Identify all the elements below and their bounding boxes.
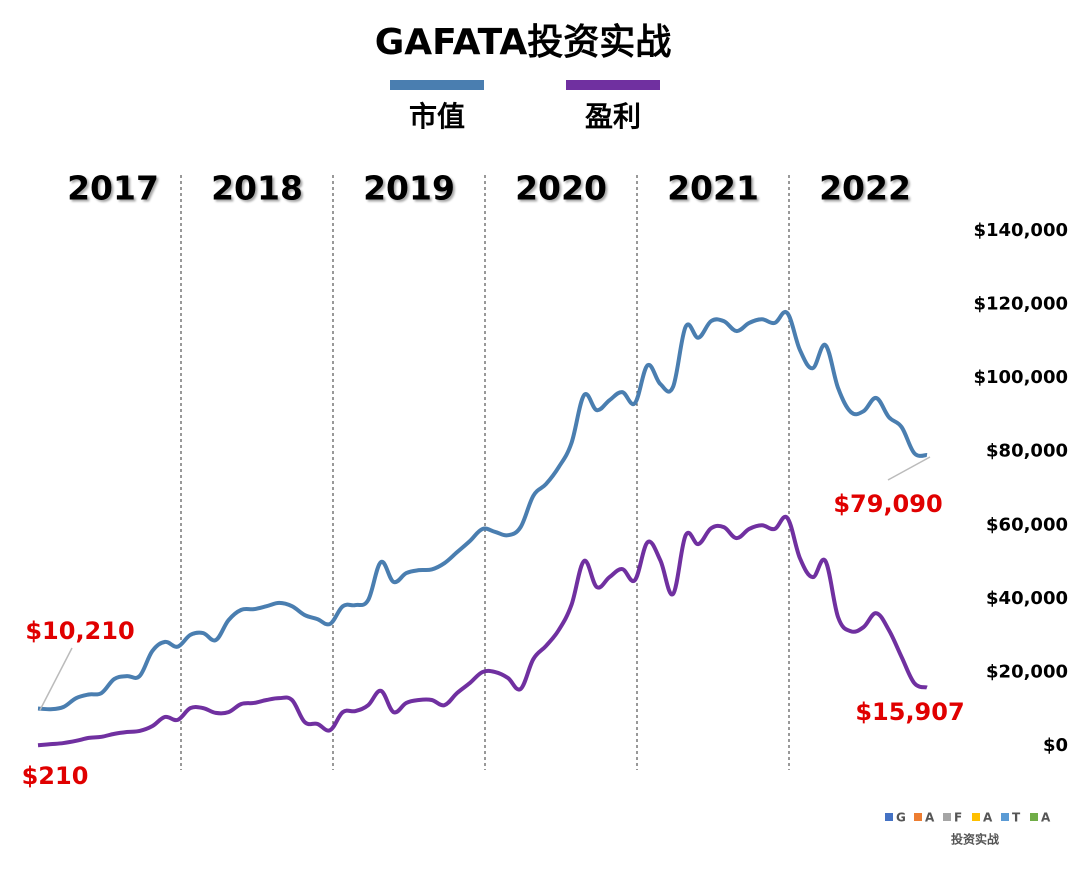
y-tick-label: $120,000	[973, 294, 1068, 315]
watermark-letter: A	[1041, 811, 1051, 825]
y-tick-label: $140,000	[973, 220, 1068, 241]
chart-title: GAFATA投资实战	[375, 22, 672, 63]
watermark-swatch	[1001, 813, 1009, 821]
y-tick-label: $0	[1043, 735, 1068, 756]
watermark-swatch	[914, 813, 922, 821]
legend-swatch	[566, 80, 660, 90]
legend-label: 市值	[409, 100, 465, 133]
watermark-letter: A	[925, 811, 935, 825]
series-line	[37, 310, 928, 712]
x-tick-label: 2021	[667, 169, 759, 208]
y-tick-label: $80,000	[986, 441, 1068, 462]
leader	[39, 647, 73, 711]
watermark-swatch	[1030, 813, 1038, 821]
annotation: $10,210	[25, 617, 134, 645]
watermark-letter: T	[1012, 811, 1021, 825]
watermark-swatch	[885, 813, 893, 821]
watermark-letter: A	[983, 811, 993, 825]
watermark-text: 投资实战	[951, 832, 999, 847]
x-tick-label: 2022	[819, 169, 911, 208]
series-line	[37, 514, 928, 748]
y-tick-label: $100,000	[973, 367, 1068, 388]
legend-swatch	[390, 80, 484, 90]
x-tick-label: 2020	[515, 169, 607, 208]
watermark-swatch	[972, 813, 980, 821]
watermark-swatch	[943, 813, 951, 821]
legend-label: 盈利	[585, 100, 641, 133]
x-tick-label: 2018	[211, 169, 303, 208]
x-tick-label: 2019	[363, 169, 455, 208]
leader	[887, 456, 931, 481]
x-tick-label: 2017	[67, 169, 159, 208]
annotation: $210	[22, 762, 89, 790]
annotation: $79,090	[833, 490, 942, 518]
watermark-letter: G	[896, 811, 906, 825]
annotation: $15,907	[855, 698, 964, 726]
y-tick-label: $60,000	[986, 514, 1068, 535]
y-tick-label: $40,000	[986, 588, 1068, 609]
y-tick-label: $20,000	[986, 661, 1068, 682]
watermark-letter: F	[954, 811, 962, 825]
